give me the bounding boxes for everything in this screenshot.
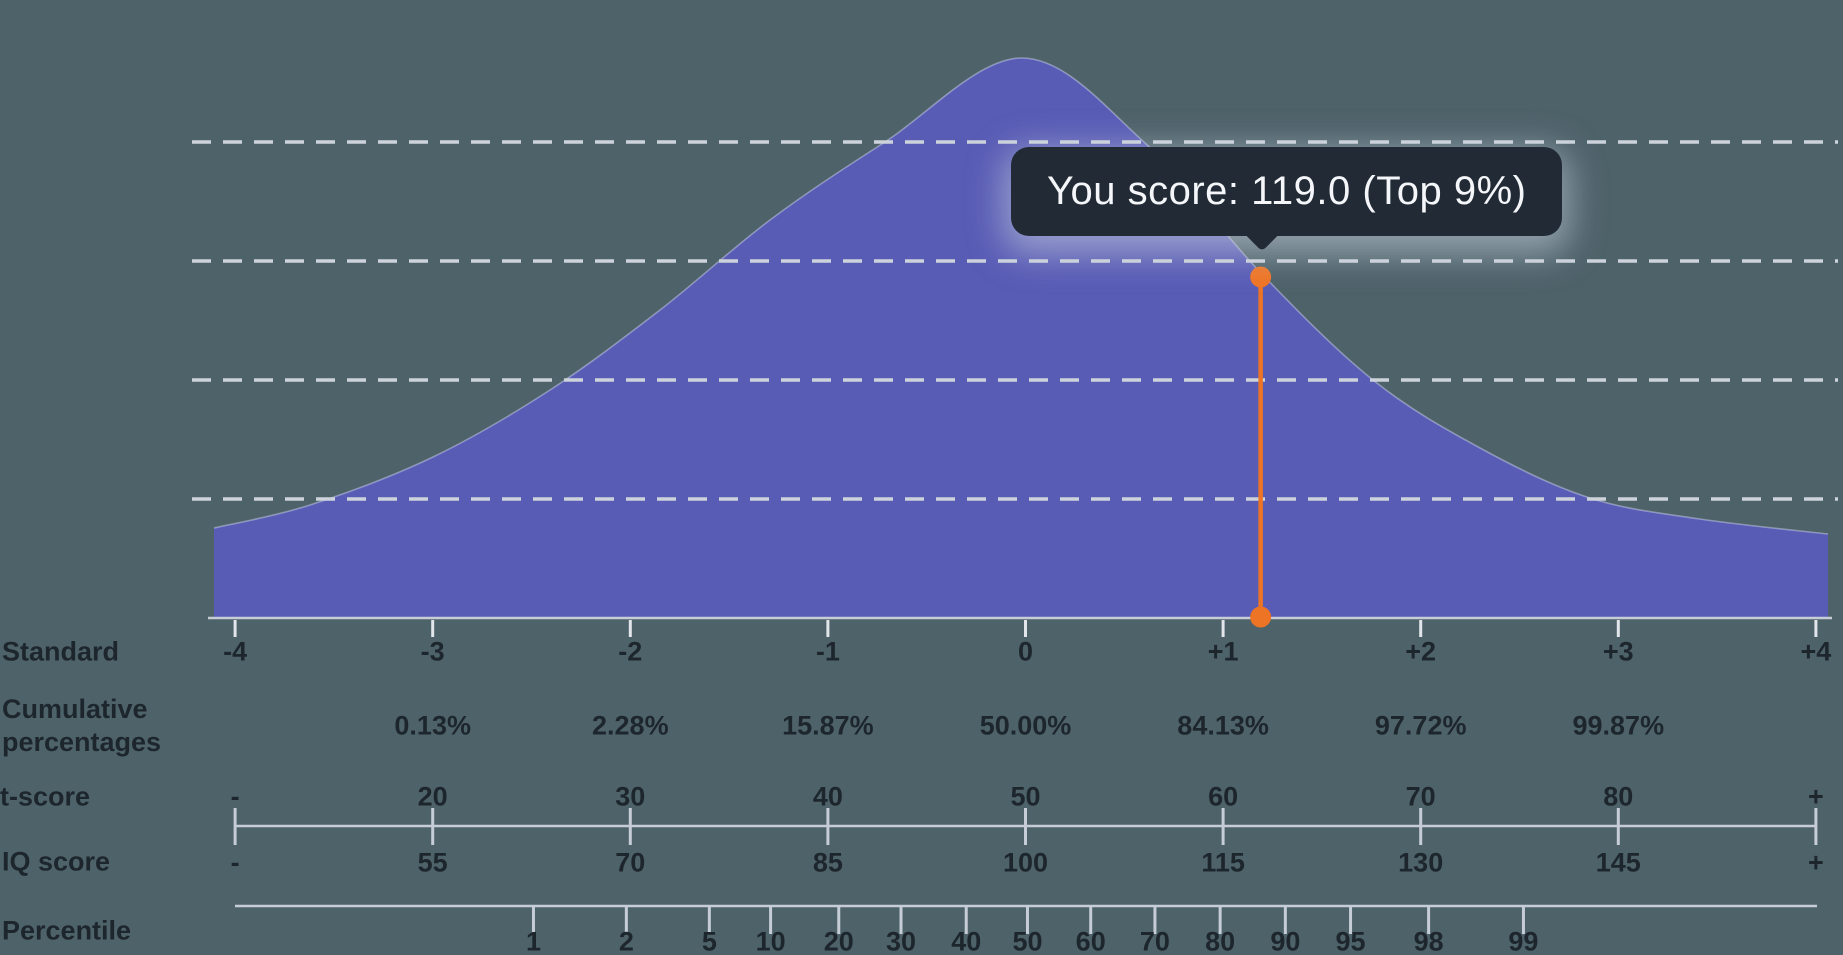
percentile-tick-label: 95 [1335, 926, 1366, 955]
standard-tick-label: -2 [618, 636, 643, 667]
score-tooltip: You score: 119.0 (Top 9%) [1011, 147, 1563, 236]
tscore-tick-label: 70 [1405, 781, 1436, 812]
row-label-standard: Standard [2, 636, 120, 667]
percentile-tick-label: 1 [525, 926, 541, 955]
percentile-tick-label: 30 [885, 926, 917, 955]
tscore-tick-label: 80 [1603, 781, 1634, 812]
cumulative-percentage-label: 84.13% [1177, 710, 1269, 741]
tscore-tick-label: 20 [417, 781, 448, 812]
row-label-iq-score: IQ score [2, 846, 111, 877]
percentile-tick-label: 2 [618, 926, 634, 955]
percentile-tick-label: 99 [1508, 926, 1539, 955]
score-marker[interactable] [1250, 266, 1272, 628]
iq-score-tick-label: 100 [1002, 847, 1049, 878]
percentile-tick-label: 90 [1270, 926, 1301, 955]
row-label-percentile: Percentile [2, 915, 132, 946]
standard-tick-label: 0 [1017, 636, 1034, 667]
cumulative-percentage-label: 2.28% [592, 710, 669, 741]
tscore-tick-label: 40 [812, 781, 843, 812]
cumulative-percentage-label: 15.87% [782, 710, 874, 741]
standard-tick-label: -3 [420, 636, 445, 667]
row-label-cumulative-line1: Cumulative [2, 694, 148, 724]
iq-score-tick-label: 115 [1201, 847, 1245, 878]
iq-score-tick-label: 130 [1398, 847, 1444, 878]
iq-score-tick-label: 55 [417, 847, 448, 878]
percentile-tick-label: 50 [1012, 926, 1043, 955]
percentile-tick-label: 98 [1413, 926, 1444, 955]
gridlines [192, 140, 1838, 501]
standard-tick-label: -1 [815, 636, 840, 667]
iq-score-tick-label: 85 [812, 847, 843, 878]
axes-and-ticks [208, 616, 1832, 934]
tscore-tick-label: - [230, 781, 240, 812]
standard-tick-label: +3 [1602, 636, 1634, 667]
standard-tick-label: +4 [1800, 636, 1832, 667]
cumulative-percentage-label: 50.00% [979, 710, 1072, 741]
tscore-tick-label: 30 [615, 781, 646, 812]
percentile-tick-label: 60 [1075, 926, 1106, 955]
percentile-tick-label: 10 [755, 926, 786, 955]
bell-curve-fill [214, 57, 1828, 618]
tscore-tick-label: 60 [1208, 781, 1239, 812]
cumulative-percentage-label: 99.87% [1572, 710, 1665, 741]
percentile-tick-label: 20 [823, 926, 854, 955]
bell-curve-area [213, 57, 1829, 618]
row-label-cumulative-percentages: Cumulative percentages [2, 693, 161, 759]
row-label-cumulative-line2: percentages [2, 727, 162, 757]
iq-score-tick-label: - [230, 847, 240, 878]
percentile-tick-label: 70 [1139, 926, 1170, 955]
standard-tick-label: -4 [223, 636, 248, 667]
standard-tick-label: +2 [1405, 636, 1437, 667]
score-marker-dot-top[interactable] [1250, 266, 1272, 288]
bell-curve-top-edge [213, 57, 1829, 535]
score-marker-dot-bottom [1250, 606, 1272, 628]
tscore-tick-label: + [1808, 781, 1824, 812]
percentile-tick-label: 40 [951, 926, 982, 955]
standard-tick-label: +1 [1207, 636, 1239, 667]
iq-score-tick-label: 70 [615, 847, 646, 878]
iq-score-tick-label: 145 [1595, 847, 1641, 878]
tscore-tick-label: 50 [1010, 781, 1041, 812]
cumulative-percentage-label: 0.13% [394, 710, 471, 741]
row-label-t-score: t-score [0, 781, 91, 812]
cumulative-percentage-label: 97.72% [1374, 710, 1467, 741]
percentile-tick-label: 80 [1205, 926, 1236, 955]
iq-score-tick-label: + [1808, 847, 1824, 878]
percentile-tick-label: 5 [701, 926, 717, 955]
